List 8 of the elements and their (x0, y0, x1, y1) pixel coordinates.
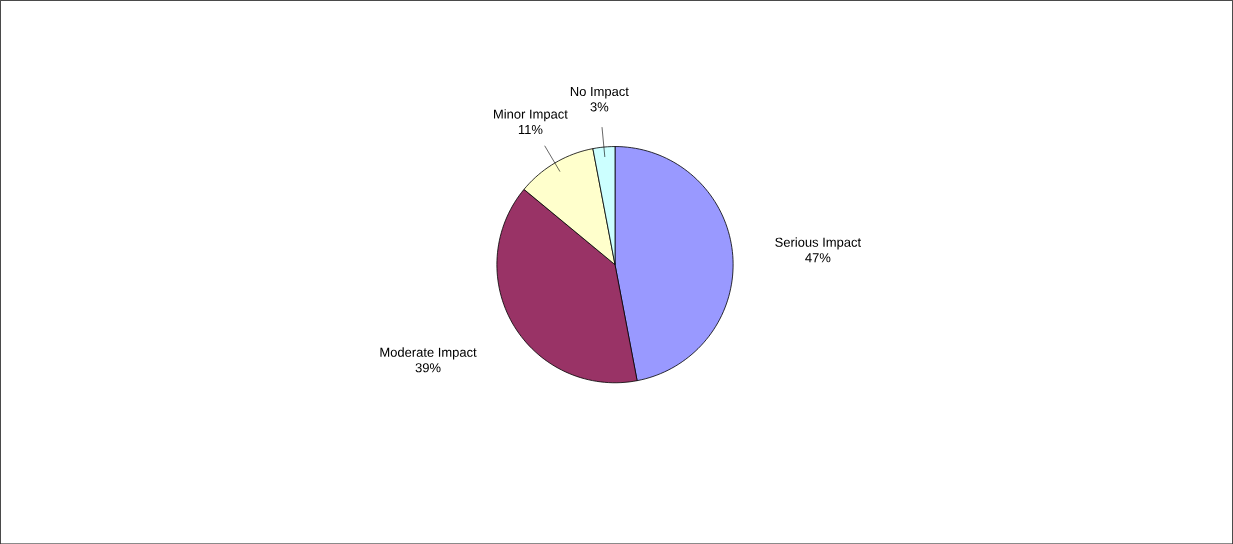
data-label: 11% (518, 124, 543, 134)
slice-label: Moderate Impact (380, 347, 477, 360)
slice-label: No Impact (570, 86, 629, 99)
slice-label: Minor Impact (494, 109, 568, 122)
data-label: 47% (805, 253, 831, 263)
data-label: 3% (590, 102, 609, 112)
data-label: 39% (415, 363, 441, 373)
slice-label: Serious Impact (775, 237, 861, 250)
